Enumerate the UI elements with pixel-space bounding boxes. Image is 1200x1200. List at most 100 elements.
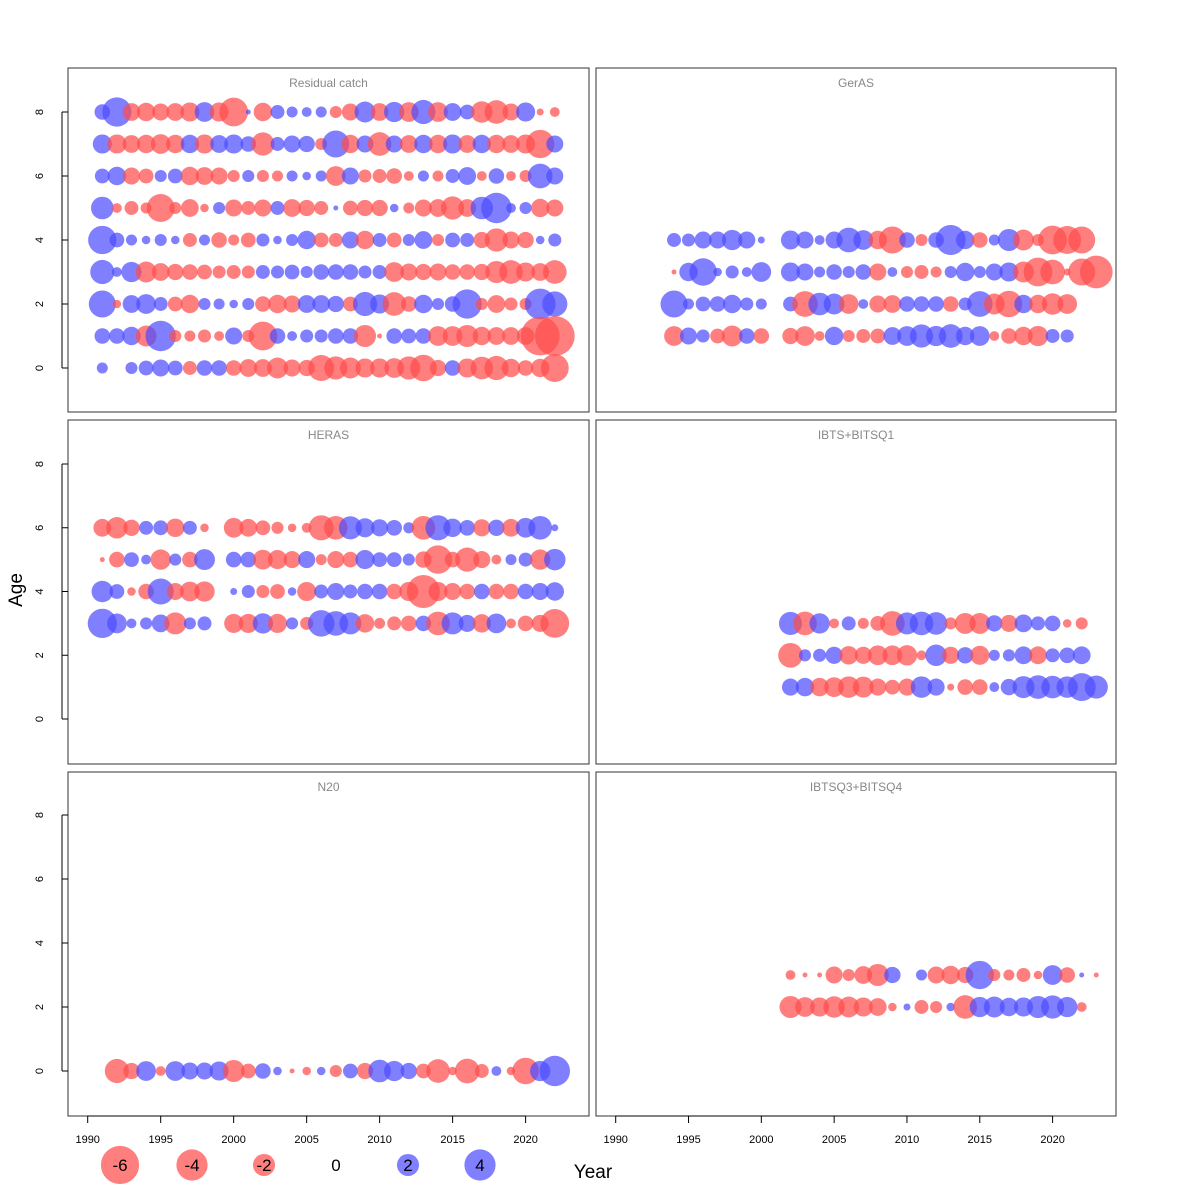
bubble-geras-age1-2017 [1001, 328, 1017, 344]
bubble-heras-age5-1995 [150, 549, 171, 570]
panel-bubbles-ibtsq3-bitsq4 [779, 960, 1099, 1019]
bubble-geras-age1-2014 [955, 326, 975, 346]
bubble-residual-catch-age2-2001 [242, 297, 255, 311]
panel-title-heras: HERAS [308, 428, 349, 442]
bubble-residual-catch-age1-2002 [248, 321, 278, 351]
bubble-ibts-bitsq1-age1-2009 [885, 679, 900, 695]
bubble-heras-age6-1993 [123, 519, 140, 536]
bubble-residual-catch-age2-2017 [475, 297, 488, 311]
bubble-ibts-bitsq1-age1-2017 [1000, 678, 1018, 696]
bubble-geras-age1-2016 [989, 331, 1000, 341]
bubble-residual-catch-age7-2007 [322, 130, 350, 158]
bubble-ibtsq3-bitsq4-age3-2015 [965, 960, 994, 990]
bubble-ibts-bitsq1-age1-2007 [852, 676, 874, 698]
bubble-residual-catch-age7-2021 [526, 129, 555, 159]
bubble-residual-catch-age8-2011 [384, 101, 405, 123]
bubble-heras-age6-1996 [166, 518, 185, 538]
bubble-residual-catch-age0-1996 [167, 360, 183, 376]
bubble-heras-age4-2008 [343, 584, 358, 599]
bubble-ibtsq3-bitsq4-age2-2015 [969, 996, 990, 1018]
bubble-residual-catch-age0-1997 [182, 361, 197, 375]
bubble-geras-age4-2013 [935, 225, 966, 255]
bubble-residual-catch-age7-1994 [136, 134, 156, 154]
bubble-residual-catch-age2-1995 [153, 297, 168, 311]
bubble-geras-age3-2008 [869, 263, 887, 281]
bubble-residual-catch-age2-2002 [255, 296, 271, 312]
bubble-residual-catch-age7-2022 [546, 135, 564, 153]
bubble-geras-age1-2018 [1014, 326, 1033, 346]
bubble-n20-age0-2001 [240, 1063, 256, 1079]
bubble-geras-age2-1997 [709, 296, 726, 312]
legend-bubble-2 [396, 1153, 420, 1177]
bubble-heras-age5-2004 [283, 551, 301, 569]
bubble-heras-age3-1998 [197, 616, 212, 631]
bubble-residual-catch-age0-2015 [444, 360, 461, 376]
bubble-residual-catch-age3-2000 [226, 265, 241, 279]
bubble-residual-catch-age2-2000 [229, 299, 238, 309]
bubble-ibts-bitsq1-age3-2003 [793, 611, 817, 636]
bubble-heras-age6-2002 [255, 520, 271, 536]
bubble-geras-age3-1994 [671, 269, 677, 275]
bubble-n20-age0-2004 [289, 1068, 295, 1074]
bubble-heras-age5-1993 [124, 552, 139, 567]
bubble-residual-catch-age2-2018 [487, 295, 506, 313]
bubble-ibts-bitsq1-age1-2008 [869, 678, 887, 696]
bubble-heras-age6-1994 [139, 520, 154, 535]
bubble-ibts-bitsq1-age1-2011 [910, 676, 933, 698]
bubble-residual-catch-age6-1997 [180, 166, 200, 186]
x-tick-label-left-1990: 1990 [75, 1134, 99, 1146]
bubble-residual-catch-age3-1992 [111, 267, 122, 277]
bubble-residual-catch-age7-2004 [283, 135, 301, 153]
bubble-geras-age1-1995 [679, 327, 698, 345]
bubble-n20-age0-2011 [384, 1060, 405, 1082]
bubble-heras-age3-2020 [517, 615, 534, 632]
legend-label-4: -4 [184, 1156, 199, 1175]
bubble-geras-age1-2021 [1060, 329, 1074, 343]
bubble-residual-catch-age5-2009 [356, 199, 374, 217]
bubble-residual-catch-age7-2019 [502, 135, 520, 153]
bubble-residual-catch-age7-2015 [443, 134, 463, 154]
bubble-ibtsq3-bitsq4-age2-2004 [810, 997, 830, 1017]
bubble-residual-catch-age8-2006 [315, 106, 327, 118]
bubble-residual-catch-age4-2022 [548, 233, 562, 247]
bubble-geras-age3-2004 [814, 266, 826, 278]
bubble-geras-age1-1997 [710, 328, 725, 344]
bubble-residual-catch-age8-1995 [152, 103, 170, 121]
bubble-n20-age0-1993 [123, 1062, 140, 1080]
legend-label-2: 2 [403, 1156, 412, 1175]
bubble-geras-age4-2017 [997, 228, 1020, 252]
bubble-residual-catch-age3-2015 [444, 264, 461, 280]
bubble-heras-age4-1998 [194, 581, 215, 602]
x-tick-label-right-2005: 2005 [822, 1134, 846, 1146]
bubble-geras-age3-2016 [985, 263, 1003, 281]
bubble-residual-catch-age7-2017 [472, 134, 492, 154]
bubble-residual-catch-age3-2017 [473, 263, 490, 281]
bubble-residual-catch-age2-2022 [542, 291, 568, 317]
bubble-residual-catch-age7-1995 [150, 134, 171, 154]
bubble-geras-age4-1994 [667, 233, 681, 247]
bubble-residual-catch-age0-2019 [501, 358, 521, 378]
bubble-geras-age4-1999 [738, 231, 756, 249]
bubble-ibtsq3-bitsq4-age2-2005 [823, 996, 845, 1018]
bubble-ibts-bitsq1-age1-2010 [898, 678, 916, 696]
bubble-heras-age6-2017 [473, 519, 491, 537]
bubble-residual-catch-age1-1991 [94, 328, 111, 344]
bubble-heras-age3-2002 [252, 613, 274, 634]
bubble-heras-age4-2015 [444, 582, 462, 601]
bubble-residual-catch-age2-2009 [352, 291, 378, 317]
bubble-heras-age3-1994 [140, 617, 153, 630]
bubble-heras-age4-2000 [230, 588, 238, 595]
bubble-heras-age4-2011 [386, 583, 403, 600]
bubble-residual-catch-age6-2019 [506, 171, 516, 181]
bubble-residual-catch-age6-2009 [358, 169, 372, 183]
bubble-residual-catch-age5-2022 [546, 199, 564, 217]
bubble-residual-catch-age4-2012 [402, 233, 415, 247]
bubble-residual-catch-age2-1999 [213, 298, 225, 310]
y-tick-label-n20-0: 0 [34, 1068, 46, 1074]
bubble-n20-age0-1996 [165, 1061, 186, 1081]
bubble-ibts-bitsq1-age3-2016 [986, 615, 1003, 632]
bubble-residual-catch-age3-2001 [241, 265, 255, 279]
bubble-geras-age3-1996 [689, 258, 717, 286]
bubble-geras-age2-1994 [660, 290, 688, 318]
bubble-heras-age5-2006 [315, 554, 327, 566]
